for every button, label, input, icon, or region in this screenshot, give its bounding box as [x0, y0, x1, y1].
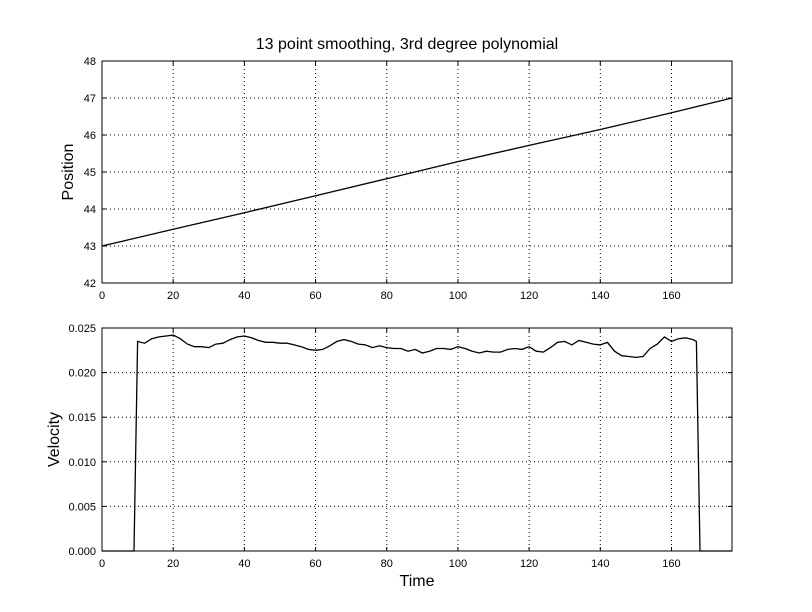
velocity-y-axis-label: Velocity: [46, 412, 63, 467]
velocity-series-line: [102, 334, 732, 552]
position-x-tick-label: 20: [167, 290, 179, 302]
velocity-x-tick-label: 80: [381, 558, 393, 570]
chart-title: 13 point smoothing, 3rd degree polynomia…: [256, 36, 558, 53]
velocity-x-tick-label: 140: [591, 558, 609, 570]
position-y-tick-label: 46: [84, 130, 96, 142]
position-plot-frame: [101, 60, 733, 284]
position-x-tick-label: 80: [381, 290, 393, 302]
velocity-y-tick-label: 0.005: [68, 501, 96, 513]
position-x-tick-label: 160: [662, 290, 680, 302]
position-y-tick-label: 45: [84, 167, 96, 179]
position-x-tick-label: 0: [99, 290, 105, 302]
velocity-x-axis-label: Time: [400, 573, 435, 590]
velocity-y-tick-label: 0.025: [68, 323, 96, 335]
position-x-tick-label: 140: [591, 290, 609, 302]
position-y-axis-label: Position: [60, 144, 77, 201]
position-x-tick-label: 40: [238, 290, 250, 302]
position-x-tick-label: 100: [449, 290, 467, 302]
position-y-tick-label: 42: [84, 278, 96, 290]
velocity-x-tick-label: 120: [520, 558, 538, 570]
position-y-tick-label: 44: [84, 204, 96, 216]
velocity-y-tick-label: 0.015: [68, 412, 96, 424]
velocity-panel: 0 20 40 60 80 100 120 140 160 0.000 0.005 0.010 0.01…: [46, 323, 733, 590]
velocity-y-tick-label: 0.000: [68, 546, 96, 558]
position-x-tick-label: 60: [309, 290, 321, 302]
velocity-x-tick-label: 20: [167, 558, 179, 570]
position-y-tick-label: 48: [84, 56, 96, 68]
velocity-x-tick-label: 160: [662, 558, 680, 570]
velocity-x-tick-label: 100: [449, 558, 467, 570]
position-series-line: [101, 97, 733, 247]
position-x-tick-label: 120: [520, 290, 538, 302]
position-y-tick-label: 43: [84, 241, 96, 253]
position-y-tick-label: 47: [84, 93, 96, 105]
velocity-plot-frame: [101, 327, 733, 552]
velocity-y-tick-label: 0.010: [68, 457, 96, 469]
velocity-x-tick-label: 60: [309, 558, 321, 570]
velocity-y-tick-label: 0.020: [68, 368, 96, 380]
position-panel: 0 20 40 60 80 100 120 140 160 42 43 44 45 46 47 48 Posit…: [60, 56, 733, 302]
velocity-x-tick-label: 40: [238, 558, 250, 570]
velocity-x-tick-label: 0: [99, 558, 105, 570]
